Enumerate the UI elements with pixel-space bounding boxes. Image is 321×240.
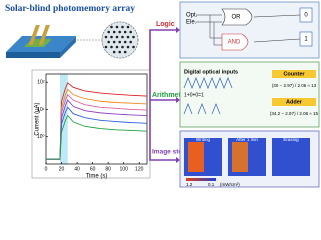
inputs-title: Digital optical inputs	[184, 69, 238, 75]
panel-label: Erasing	[283, 137, 299, 142]
lattice-dot	[115, 25, 119, 29]
lattice-dot	[123, 40, 127, 44]
counter-title: Counter	[283, 71, 305, 77]
y-axis-label: Current (μA)	[35, 102, 41, 135]
plot-frame	[31, 69, 151, 179]
arithmetic-panel	[179, 61, 320, 128]
output-label: 0	[304, 13, 308, 19]
arrow-heads	[176, 27, 180, 163]
x-tick-label: 0	[45, 166, 48, 172]
highlight	[59, 74, 68, 164]
lattice-dot	[123, 30, 127, 34]
y-tick-label: 10⁰	[37, 134, 45, 140]
y-tick-label: 10¹	[37, 107, 45, 113]
arrows	[149, 29, 176, 161]
lattice-dot	[110, 35, 113, 39]
x-tick-label: 120	[135, 166, 144, 172]
input-label: Opt.	[186, 13, 198, 19]
lattice-dot	[104, 45, 108, 49]
axes-box	[45, 73, 148, 165]
lattice-dot	[110, 45, 113, 49]
x-tick-label: 60	[90, 166, 96, 172]
lattice-dot	[112, 40, 116, 44]
lattice-dot	[104, 35, 108, 39]
lattice-dot	[110, 25, 113, 29]
lattice-dot	[126, 35, 130, 39]
lattice-dot	[123, 50, 127, 54]
lattice-dot	[118, 40, 121, 44]
lattice-dot	[112, 30, 116, 34]
image-panel	[179, 130, 320, 188]
panel-label: Writing	[196, 137, 210, 142]
lattice-dot	[118, 50, 121, 54]
logic-panel	[179, 1, 320, 59]
lattice-dot	[126, 45, 130, 49]
lattice-dot	[107, 40, 110, 44]
gate-label: OR	[232, 15, 242, 21]
x-axis-label: Time (s)	[86, 174, 108, 180]
lattice-dot	[129, 40, 132, 44]
figure: Solar-blind photomemory array 0 20 40 60 80 1…	[5, 1, 320, 188]
panel-label: After 1 min	[236, 137, 258, 142]
counter-formula: (30 − 2.97) / 2.06 ≈ 13	[272, 83, 317, 88]
lattice-dot	[115, 35, 119, 39]
scale-min: 0.1	[208, 182, 215, 187]
device-illustration	[6, 21, 139, 59]
arithmetic-label: Arithmetic	[152, 92, 187, 99]
lattice-dot	[129, 30, 132, 34]
x-tick-label: 100	[120, 166, 129, 172]
x-tick-label: 20	[59, 166, 65, 172]
curve	[46, 114, 148, 160]
gate-label: AND	[228, 40, 241, 46]
lattice-dot	[126, 25, 130, 29]
lattice-dot	[132, 45, 135, 49]
lattice-dot	[118, 30, 121, 34]
lattice-dot	[121, 35, 124, 39]
title: Solar-blind photomemory array	[5, 4, 135, 14]
y-tick-label: 10²	[37, 80, 45, 86]
lattice-dot	[132, 35, 135, 39]
plot: 0 20 40 60 80 100 120 10⁰ 10¹ 10² Time (s) Current …	[35, 73, 148, 180]
input-label: Ele.	[186, 20, 197, 26]
sequence: 1+0+0=1	[184, 92, 204, 98]
lattice-dot	[121, 25, 124, 29]
adder-formula: (34.2 − 2.97) / 2.06 ≈ 15	[270, 111, 319, 116]
adder-title: Adder	[286, 99, 303, 105]
lattice	[104, 25, 135, 54]
x-tick-label: 80	[105, 166, 111, 172]
x-tick-label: 40	[74, 166, 80, 172]
lattice-dot	[112, 50, 116, 54]
scale-max: 1.2	[186, 182, 193, 187]
output-label: 1	[304, 37, 308, 43]
logic-label: Logic	[156, 21, 175, 28]
lattice-dot	[107, 30, 110, 34]
lattice-dot	[115, 45, 119, 49]
scale-unit: (mW/cm²)	[220, 182, 240, 187]
lattice-dot	[121, 45, 124, 49]
image-label: Image storage	[152, 149, 196, 156]
